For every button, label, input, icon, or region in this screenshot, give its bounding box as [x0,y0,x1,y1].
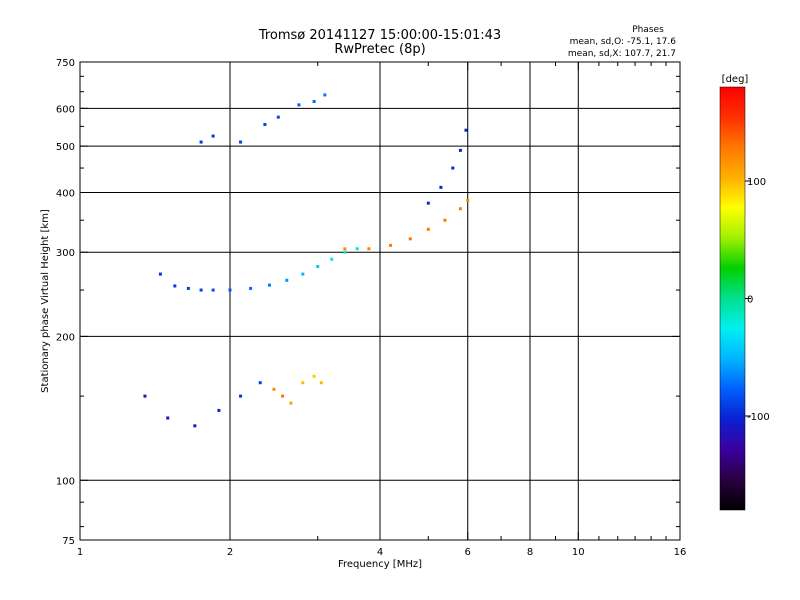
data-point [301,381,305,385]
data-point [330,257,334,261]
y-tick-label: 400 [56,188,75,199]
y-tick-label: 600 [56,104,75,115]
colorbar-ticks: 100 0 -100 [745,177,770,423]
data-point [367,247,371,251]
data-point [439,185,443,189]
y-tick-label: 500 [56,142,75,153]
x-axis-ticks: 1 2 4 6 8 10 16 [77,62,687,558]
data-point [217,408,221,412]
stats-o-mode: mean, sd,O: -75.1, 17.6 [570,37,677,47]
grid-lines [80,62,680,540]
data-point [451,166,455,170]
colorbar-label: [deg] [722,74,749,85]
data-point [464,128,468,132]
y-axis-label: Stationary phase Virtual Height [km] [40,209,51,393]
y-tick-label: 75 [62,536,75,547]
data-point [458,207,462,211]
colorbar: [deg] 100 0 -100 [719,74,770,511]
data-point [267,283,271,287]
y-tick-label: 200 [56,332,75,343]
data-point [199,288,203,292]
data-point [297,103,301,107]
data-point [281,394,285,398]
x-axis-label: Frequency [MHz] [338,559,422,570]
colorbar-tick-label: 0 [747,295,753,306]
data-point [355,247,359,251]
data-point [443,218,447,222]
data-point [316,265,320,269]
data-point [249,286,253,290]
data-point [389,243,393,247]
data-point [173,284,177,288]
data-points [143,93,470,428]
x-tick-label: 10 [572,547,585,558]
y-tick-label: 300 [56,248,75,259]
data-point [312,374,316,378]
x-tick-label: 4 [377,547,383,558]
data-point [301,272,305,276]
data-point [263,123,267,127]
data-point [343,247,347,251]
plot-area: 1 2 4 6 8 10 16 75 100 200 300 400 500 600 750 [56,58,686,558]
data-point [319,381,323,385]
data-point [312,100,316,104]
data-point [158,272,162,276]
data-point [166,416,170,420]
data-point [458,148,462,152]
stats-title: Phases [632,25,664,35]
colorbar-tick-label: 100 [747,177,766,188]
data-point [426,227,430,231]
data-point [239,140,243,144]
x-tick-label: 1 [77,547,83,558]
data-point [466,198,470,202]
y-axis-ticks: 75 100 200 300 400 500 600 750 [56,58,680,547]
data-point [239,394,243,398]
data-point [211,134,215,138]
data-point [143,394,147,398]
data-point [211,288,215,292]
stats-x-mode: mean, sd,X: 107.7, 21.7 [568,49,676,59]
data-point [343,250,347,254]
y-tick-label: 750 [56,58,75,69]
data-point [276,115,280,119]
data-point [193,424,197,428]
data-point [199,140,203,144]
data-point [258,381,262,385]
data-point [323,93,327,97]
x-tick-label: 16 [674,547,687,558]
colorbar-tick-label: -100 [747,412,770,423]
y-tick-label: 100 [56,476,75,487]
data-point [285,278,289,282]
data-point [186,286,190,290]
data-point [289,401,293,405]
x-tick-label: 2 [227,547,233,558]
data-point [426,201,430,205]
colorbar-gradient [719,86,746,511]
x-tick-label: 8 [527,547,533,558]
data-point [272,387,276,391]
chart-subtitle: RwPretec (8p) [334,42,425,57]
data-point [408,237,412,241]
x-tick-label: 6 [465,547,471,558]
data-point [228,288,232,292]
chart-title: Tromsø 20141127 15:00:00-15:01:43 [258,28,501,43]
